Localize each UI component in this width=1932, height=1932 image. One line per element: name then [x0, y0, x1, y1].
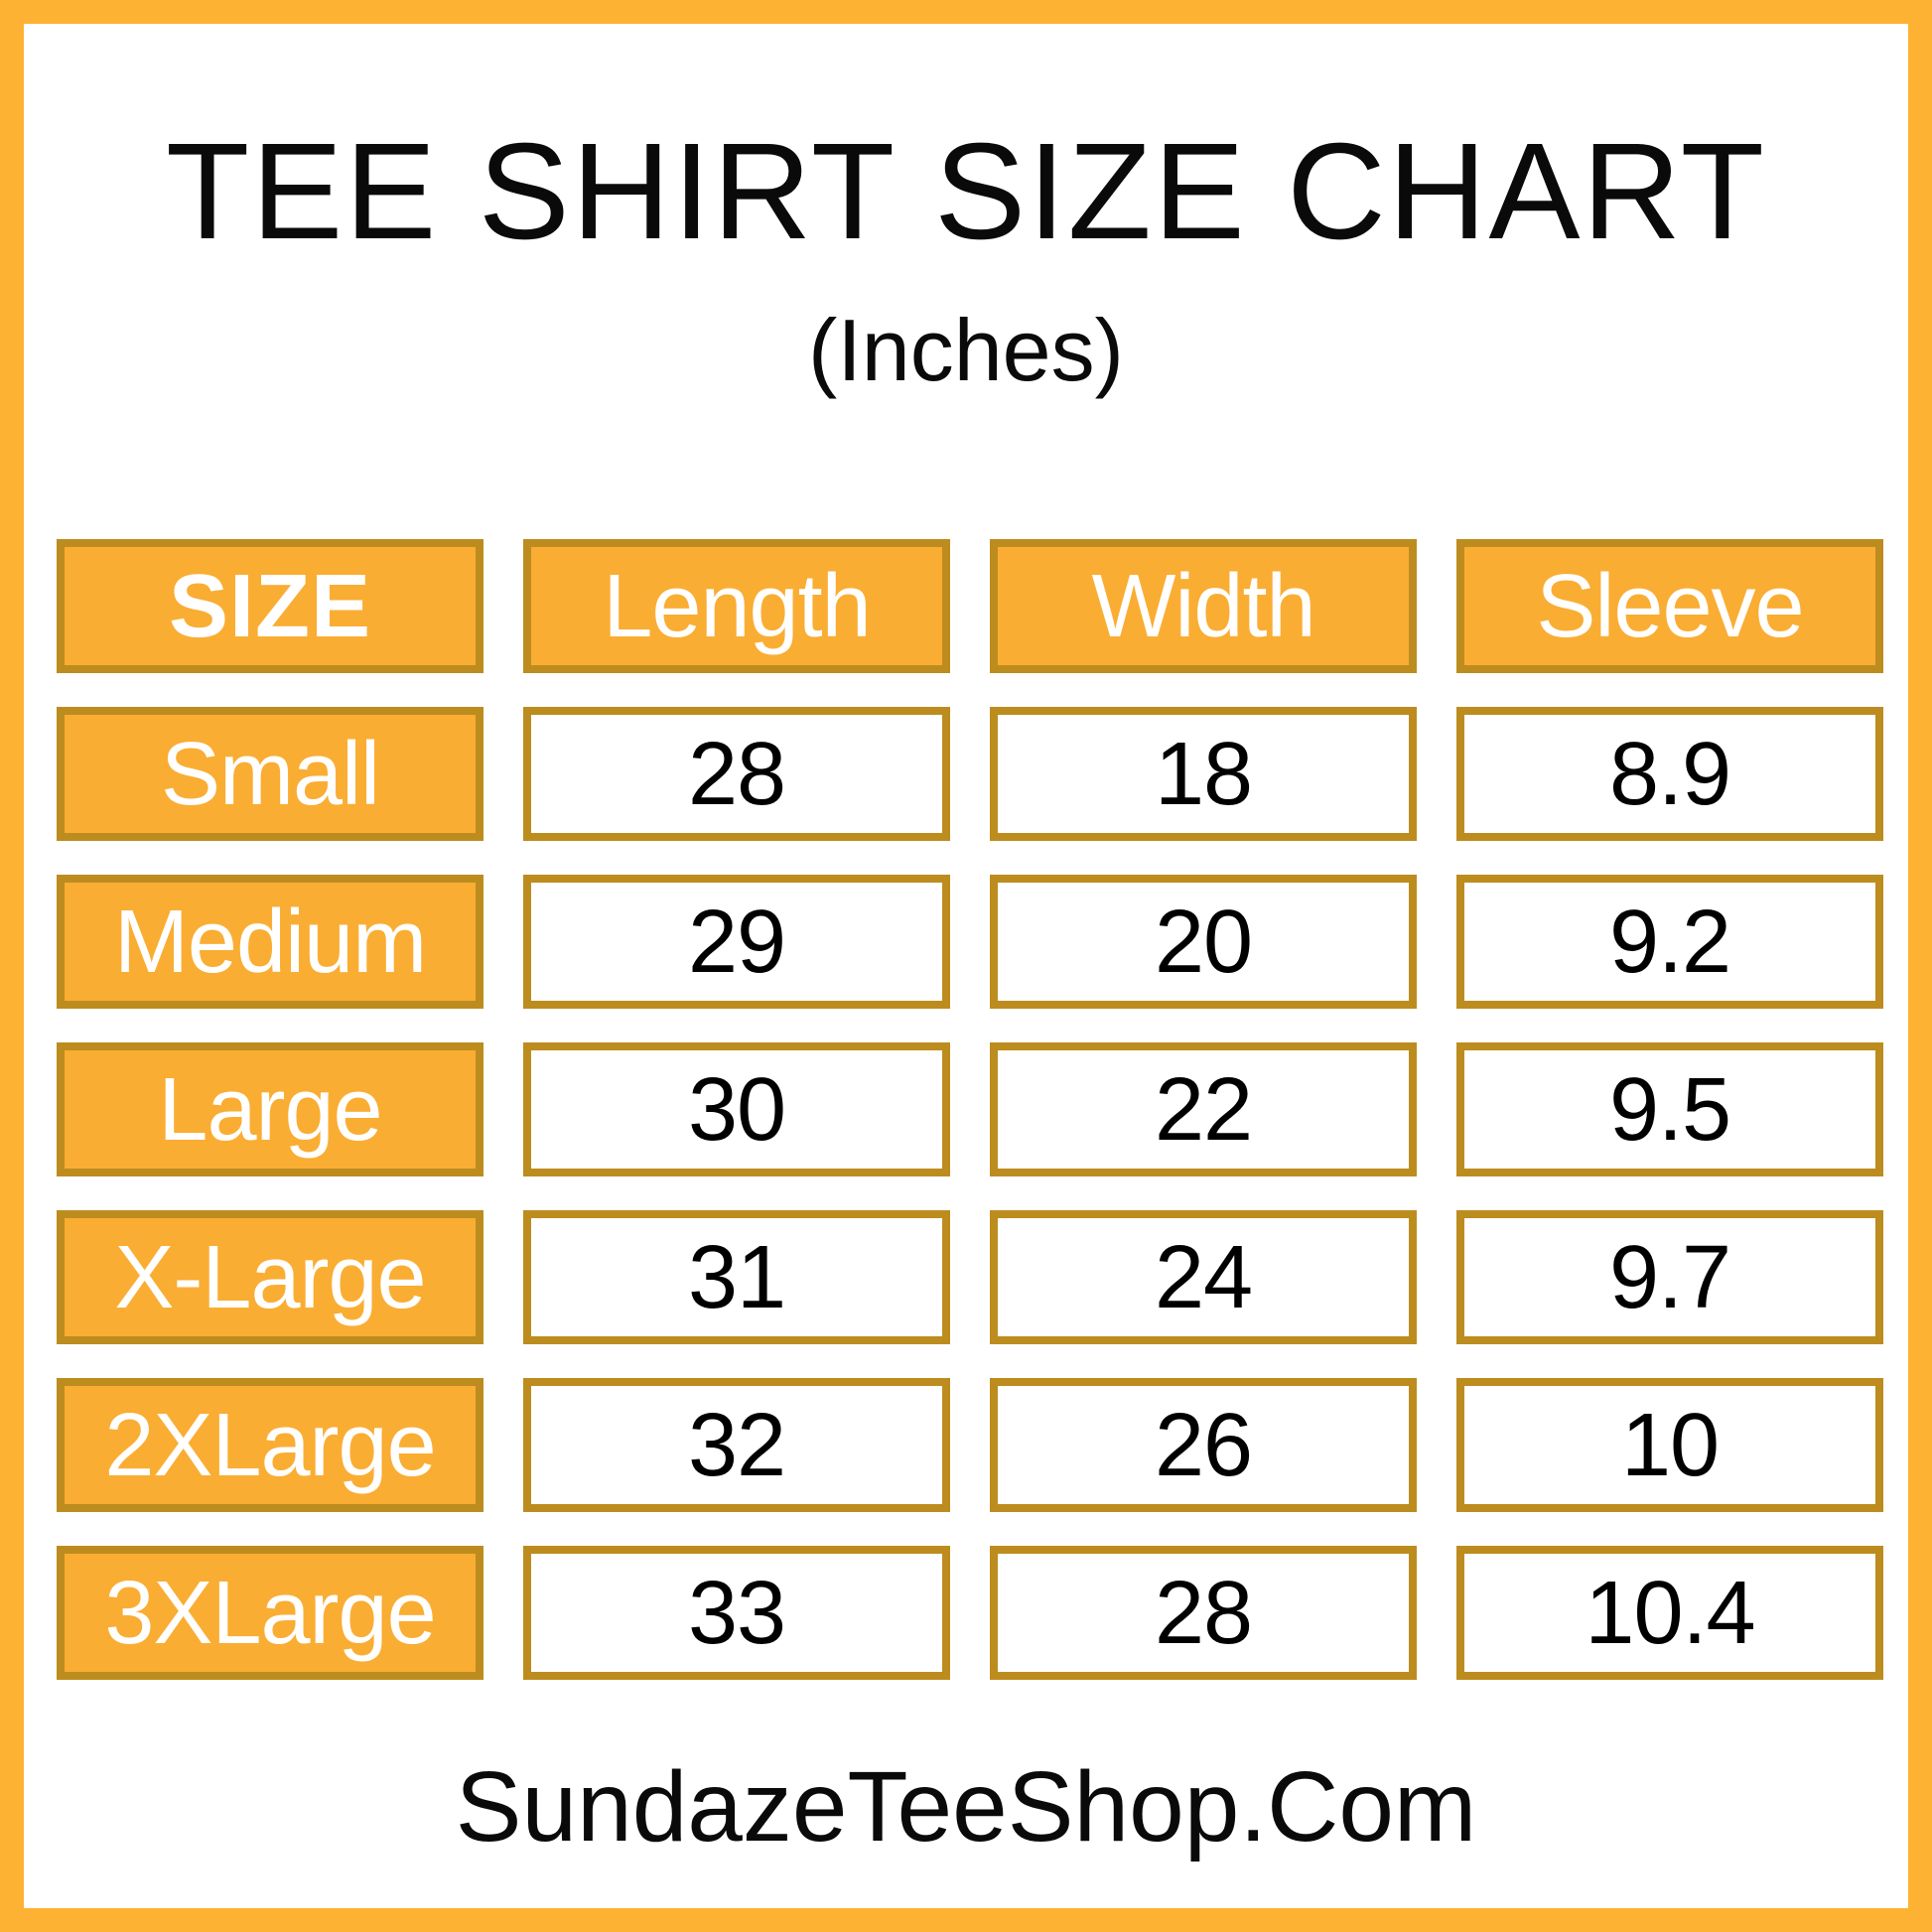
- cell-2xlarge-width: 26: [990, 1378, 1417, 1512]
- size-table: SIZE Length Width Sleeve Small 28 18 8.9 Medium 2…: [57, 539, 1883, 1680]
- cell-large-width: 22: [990, 1042, 1417, 1176]
- column-header-sleeve: Sleeve: [1456, 539, 1883, 673]
- row-label-small: Small: [57, 707, 483, 841]
- page-title: TEE SHIRT SIZE CHART: [166, 115, 1766, 268]
- cell-small-sleeve: 8.9: [1456, 707, 1883, 841]
- column-header-length: Length: [523, 539, 950, 673]
- cell-medium-sleeve: 9.2: [1456, 875, 1883, 1009]
- row-label-medium: Medium: [57, 875, 483, 1009]
- cell-medium-width: 20: [990, 875, 1417, 1009]
- cell-x-large-width: 24: [990, 1210, 1417, 1344]
- column-header-width: Width: [990, 539, 1417, 673]
- cell-2xlarge-length: 32: [523, 1378, 950, 1512]
- cell-small-length: 28: [523, 707, 950, 841]
- row-label-2xlarge: 2XLarge: [57, 1378, 483, 1512]
- cell-3xlarge-sleeve: 10.4: [1456, 1546, 1883, 1680]
- cell-2xlarge-sleeve: 10: [1456, 1378, 1883, 1512]
- cell-x-large-length: 31: [523, 1210, 950, 1344]
- row-label-x-large: X-Large: [57, 1210, 483, 1344]
- units-subtitle: (Inches): [808, 301, 1124, 399]
- row-label-3xlarge: 3XLarge: [57, 1546, 483, 1680]
- cell-large-sleeve: 9.5: [1456, 1042, 1883, 1176]
- row-label-large: Large: [57, 1042, 483, 1176]
- cell-large-length: 30: [523, 1042, 950, 1176]
- cell-3xlarge-length: 33: [523, 1546, 950, 1680]
- cell-x-large-sleeve: 9.7: [1456, 1210, 1883, 1344]
- footer-url: SundazeTeeShop.Com: [455, 1751, 1477, 1863]
- column-header-size: SIZE: [57, 539, 483, 673]
- cell-small-width: 18: [990, 707, 1417, 841]
- cell-medium-length: 29: [523, 875, 950, 1009]
- cell-3xlarge-width: 28: [990, 1546, 1417, 1680]
